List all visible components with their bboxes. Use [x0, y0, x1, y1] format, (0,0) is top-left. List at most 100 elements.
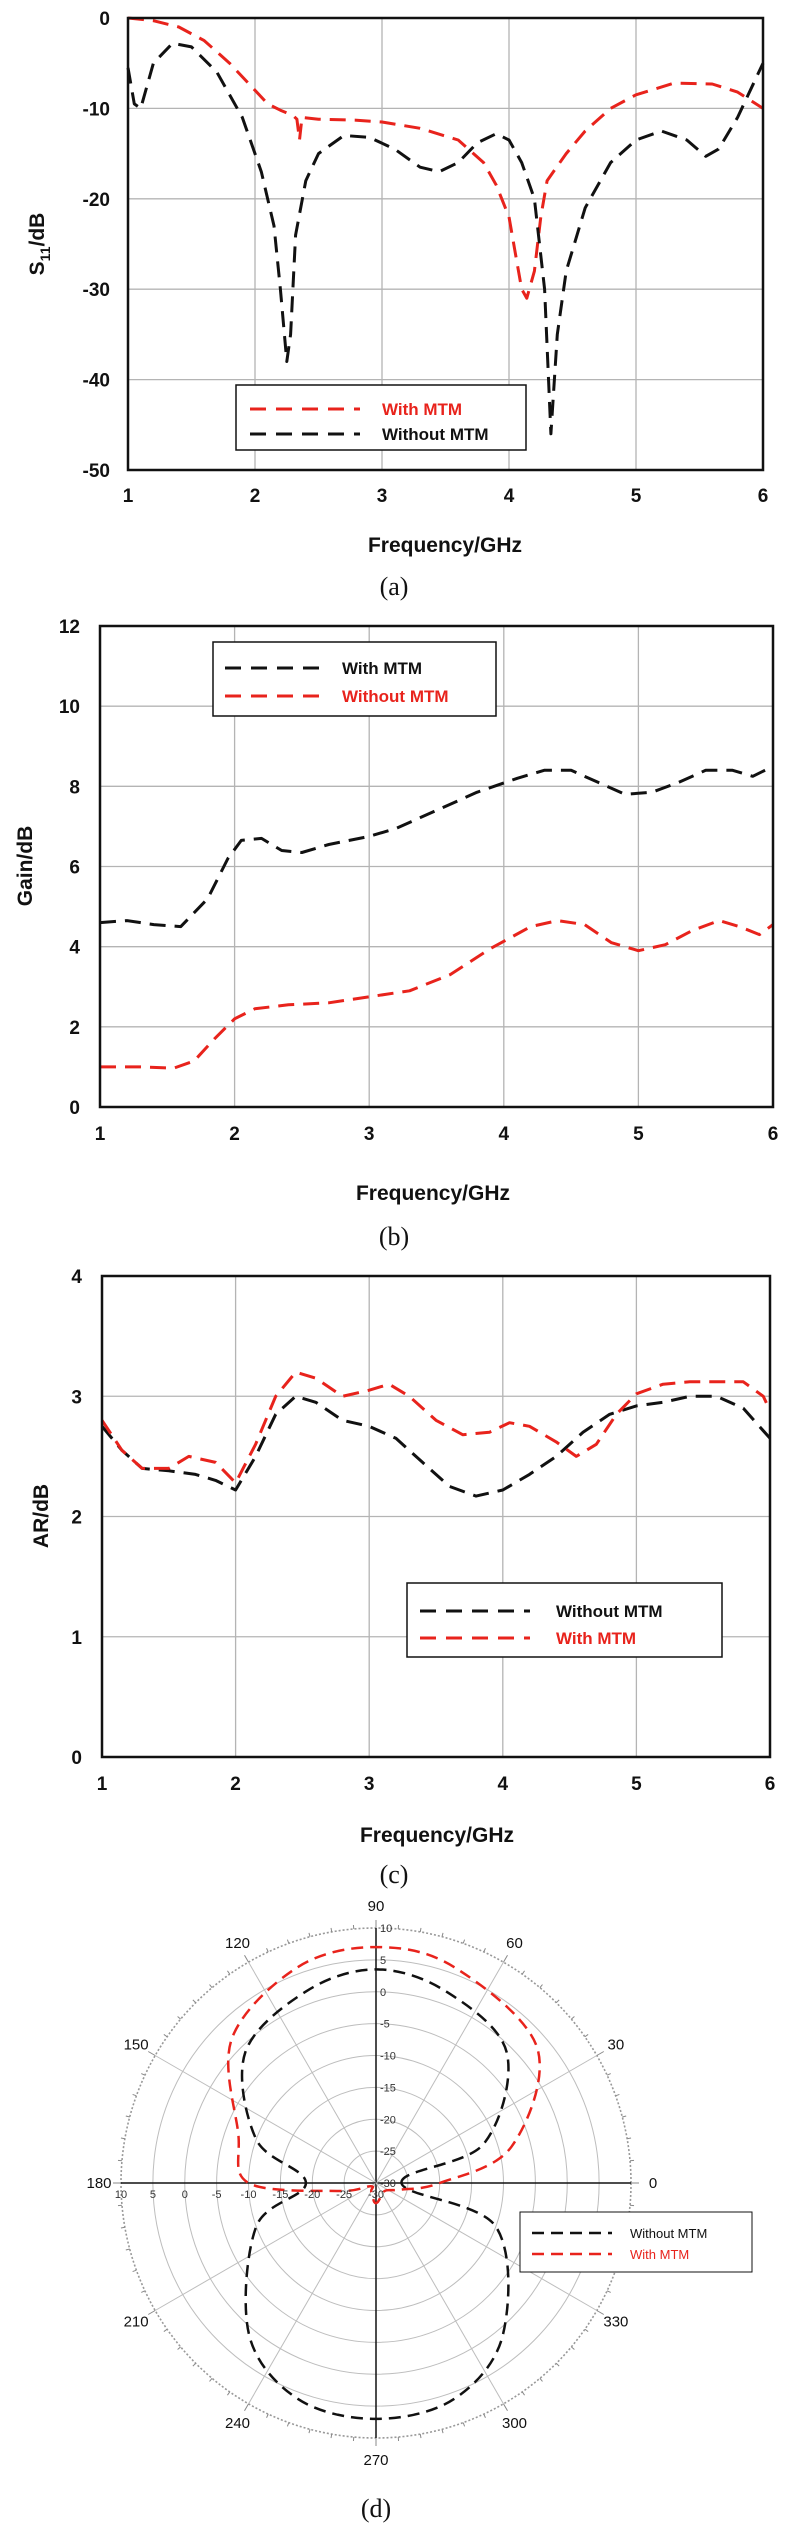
- plot-frame: [126, 16, 765, 472]
- polar-tick-mark: [419, 2434, 422, 2439]
- polar-tick-mark: [596, 2310, 605, 2315]
- polar-tick-mark: [571, 2016, 575, 2020]
- polar-tick-mark: [244, 1954, 249, 1963]
- polar-series-without-mtm: [240, 1968, 510, 2421]
- plot-frame: [98, 624, 775, 1109]
- panel-a-s11-chart: 1 2 3 4 5 6 0 -10 -20 -30 -40 -50 Frequency/GHz S11…: [26, 9, 768, 601]
- angle-label: 210: [124, 2314, 149, 2331]
- polar-tick-mark: [308, 1932, 311, 1937]
- polar-tick-mark: [627, 2137, 632, 2140]
- polar-tick-mark: [147, 2051, 156, 2056]
- polar-spoke: [375, 2182, 504, 2405]
- legend-label-with-mtm: With MTM: [630, 2247, 689, 2262]
- polar-grid: [113, 1920, 639, 2446]
- caption: (d): [361, 2494, 391, 2523]
- polar-tick-mark: [521, 1970, 525, 1975]
- legend: With MTM Without MTM: [212, 641, 497, 717]
- y-tick-label: 0: [69, 1098, 80, 1119]
- polar-tick-mark: [503, 2403, 508, 2412]
- polar-tick-mark: [308, 2429, 311, 2434]
- x-tick-label: 6: [768, 1124, 779, 1145]
- angle-label: 240: [225, 2415, 250, 2432]
- polar-tick-mark: [606, 2073, 611, 2076]
- legend-label-without-mtm: Without MTM: [382, 425, 489, 444]
- polar-tick-mark: [584, 2328, 589, 2332]
- radial-tick-label: 0: [380, 1987, 386, 1999]
- series-layer: [227, 1945, 541, 2421]
- polar-tick-mark: [132, 2093, 137, 2097]
- polar-tick-mark: [571, 2346, 575, 2350]
- polar-tick-mark: [125, 2248, 130, 2251]
- y-tick-label: -10: [83, 99, 110, 120]
- radial-tick-label: -25: [336, 2189, 352, 2201]
- radial-tick-label: -30: [380, 2178, 396, 2190]
- polar-spoke: [248, 2182, 377, 2405]
- polar-tick-mark: [419, 1927, 422, 1932]
- series-line-without-mtm: [100, 1394, 772, 1498]
- angle-label: 180: [86, 2175, 111, 2192]
- y-tick-label: 4: [69, 938, 80, 959]
- radial-tick-label: 5: [150, 2189, 156, 2201]
- x-tick-label: 4: [504, 486, 515, 507]
- y-tick-label: 0: [99, 9, 110, 30]
- polar-tick-mark: [584, 2034, 589, 2038]
- polar-tick-mark: [539, 1984, 543, 1988]
- polar-tick-mark: [125, 2115, 130, 2118]
- x-tick-label: 5: [633, 1124, 644, 1145]
- polar-spoke: [154, 2182, 377, 2311]
- angle-label: 150: [124, 2037, 149, 2054]
- polar-tick-mark: [483, 2413, 486, 2418]
- polar-tick-mark: [147, 2310, 156, 2315]
- angle-label: 270: [363, 2452, 388, 2469]
- polar-tick-mark: [286, 2422, 290, 2427]
- angle-label: 300: [502, 2415, 527, 2432]
- polar-tick-mark: [266, 2413, 269, 2418]
- radial-tick-label: 5: [380, 1955, 386, 1967]
- legend: Without MTM With MTM: [519, 2211, 753, 2273]
- angle-labels: 0 30 60 90 120 150 180 210 240 270 300 330: [86, 1898, 657, 2469]
- angle-label: 60: [506, 1935, 523, 1952]
- y-axis-label-main: S: [26, 261, 49, 275]
- polar-tick-mark: [483, 1948, 486, 1953]
- legend-label-with-mtm: With MTM: [556, 1629, 636, 1648]
- polar-tick-mark: [163, 2328, 168, 2332]
- y-tick-label: 2: [71, 1508, 82, 1529]
- polar-tick-mark: [615, 2093, 620, 2097]
- caption: (a): [380, 572, 409, 601]
- radial-tick-label: -5: [380, 2019, 390, 2031]
- legend-label-without-mtm: Without MTM: [630, 2226, 707, 2241]
- radial-tick-label: -20: [380, 2114, 396, 2126]
- radial-tick-label: 0: [182, 2189, 188, 2201]
- series-layer: [100, 1370, 772, 1498]
- caption: (c): [380, 1860, 409, 1889]
- polar-tick-mark: [227, 1970, 231, 1975]
- series-line-without-mtm: [126, 41, 765, 436]
- legend-box: [519, 2211, 753, 2273]
- y-axis-label: Gain/dB: [14, 826, 37, 907]
- polar-spoke: [375, 2055, 598, 2184]
- polar-tick-mark: [120, 2137, 125, 2140]
- polar-tick-mark: [209, 1984, 213, 1988]
- series-line-with-mtm: [127, 16, 764, 300]
- angle-label: 90: [368, 1898, 385, 1915]
- polar-tick-mark: [132, 2269, 137, 2273]
- series-line-with-mtm: [99, 764, 774, 929]
- polar-tick-mark: [141, 2073, 146, 2076]
- tick-labels: 1 2 3 4 5 6 0 -10 -20 -30 -40 -50: [83, 9, 769, 507]
- polar-tick-mark: [462, 2422, 466, 2427]
- polar-tick-mark: [192, 2362, 197, 2367]
- y-tick-label: 6: [69, 858, 80, 879]
- caption: (b): [379, 1222, 409, 1251]
- x-tick-label: 4: [498, 1774, 509, 1795]
- x-tick-label: 1: [97, 1774, 108, 1795]
- polar-spoke: [248, 1961, 377, 2184]
- polar-tick-mark: [209, 2378, 213, 2382]
- plot-frame: [100, 1274, 772, 1759]
- polar-tick-mark: [596, 2051, 605, 2056]
- radial-tick-label: -10: [241, 2189, 257, 2201]
- y-tick-label: -40: [83, 371, 110, 392]
